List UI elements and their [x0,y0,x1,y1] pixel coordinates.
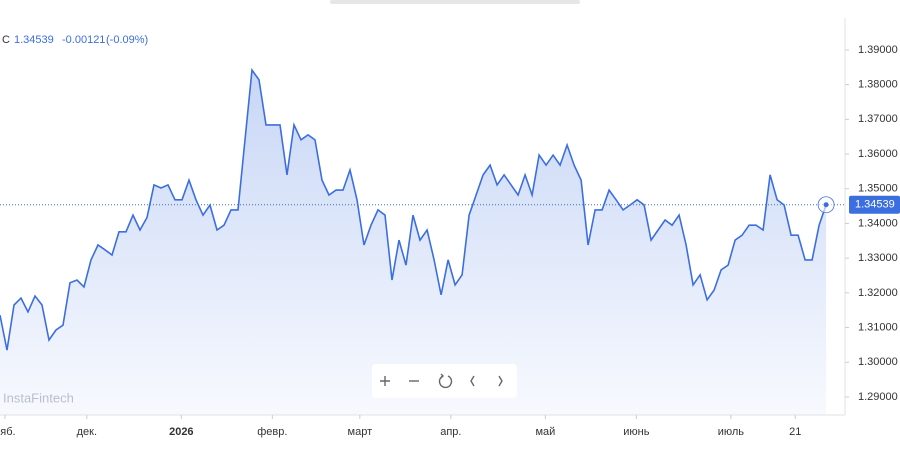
scroll-hint [330,0,580,4]
price-line [0,67,827,351]
x-tick-label: 21 [789,426,801,438]
last-point [823,202,829,208]
reset[interactable] [438,373,453,389]
y-tick-label: 1.37000 [858,113,898,125]
x-tick-label: апр. [440,426,461,438]
area [0,70,827,415]
change: -0.00121 [62,34,105,46]
y-tick-label: 1.39000 [858,44,898,56]
y-tick-label: 1.30000 [858,356,898,368]
y-tick-label: 1.31000 [858,321,898,333]
scroll-right[interactable] [498,375,503,387]
symbol: C [2,34,10,46]
x-tick-label: ояб. [0,426,16,438]
zoom-in[interactable] [380,376,390,386]
watermark: InstaFintech [3,390,74,405]
x-tick-label: февр. [257,426,287,438]
y-tick-label: 1.35000 [858,183,898,195]
x-tick-label: 2026 [169,426,193,438]
y-tick-label: 1.36000 [858,148,898,160]
x-tick-label: июль [718,426,745,438]
last-price: 1.34539 [14,34,54,46]
x-tick-label: дек. [77,426,97,438]
y-tick-label: 1.29000 [858,391,898,403]
x-tick-label: март [348,426,373,438]
controls-bg [372,364,517,398]
last-price-badge [849,195,900,214]
y-tick-label: 1.32000 [858,287,898,299]
scroll-left[interactable] [470,375,475,387]
y-tick-label: 1.34000 [858,217,898,229]
y-tick-label: 1.38000 [858,79,898,91]
zoom-controls [372,364,517,398]
y-tick-label: 1.33000 [858,252,898,264]
x-tick-label: июнь [623,426,649,438]
x-tick-label: май [535,426,555,438]
last-price-label: 1.34539 [855,199,895,211]
change-pct: (-0.09%) [106,34,148,46]
